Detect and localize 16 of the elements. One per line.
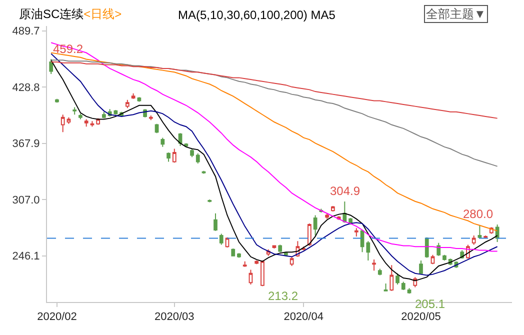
y-tick-label: 246.1 bbox=[12, 250, 40, 263]
annotation: 280.0 bbox=[463, 207, 494, 221]
text: 全部主题▼ bbox=[426, 7, 486, 21]
x-tick-label: 2020/04 bbox=[284, 311, 324, 324]
annotation: 304.9 bbox=[330, 184, 360, 198]
annotation: 205.1 bbox=[415, 297, 446, 311]
text: MA(5,10,30,60,100,200) MA5 bbox=[178, 8, 336, 22]
y-tick-label: 367.9 bbox=[12, 138, 40, 150]
y-tick-label: 428.8 bbox=[12, 82, 40, 94]
annotation: 213.2 bbox=[268, 289, 298, 303]
x-tick-label: 2020/03 bbox=[154, 311, 194, 324]
chart-subtitle: <日线> bbox=[84, 7, 122, 21]
x-tick-label: 2020/02 bbox=[37, 311, 77, 324]
x-tick-label: 2020/05 bbox=[401, 311, 441, 324]
y-tick-label: 307.0 bbox=[12, 194, 40, 206]
y-tick-label: 489.7 bbox=[12, 26, 40, 38]
